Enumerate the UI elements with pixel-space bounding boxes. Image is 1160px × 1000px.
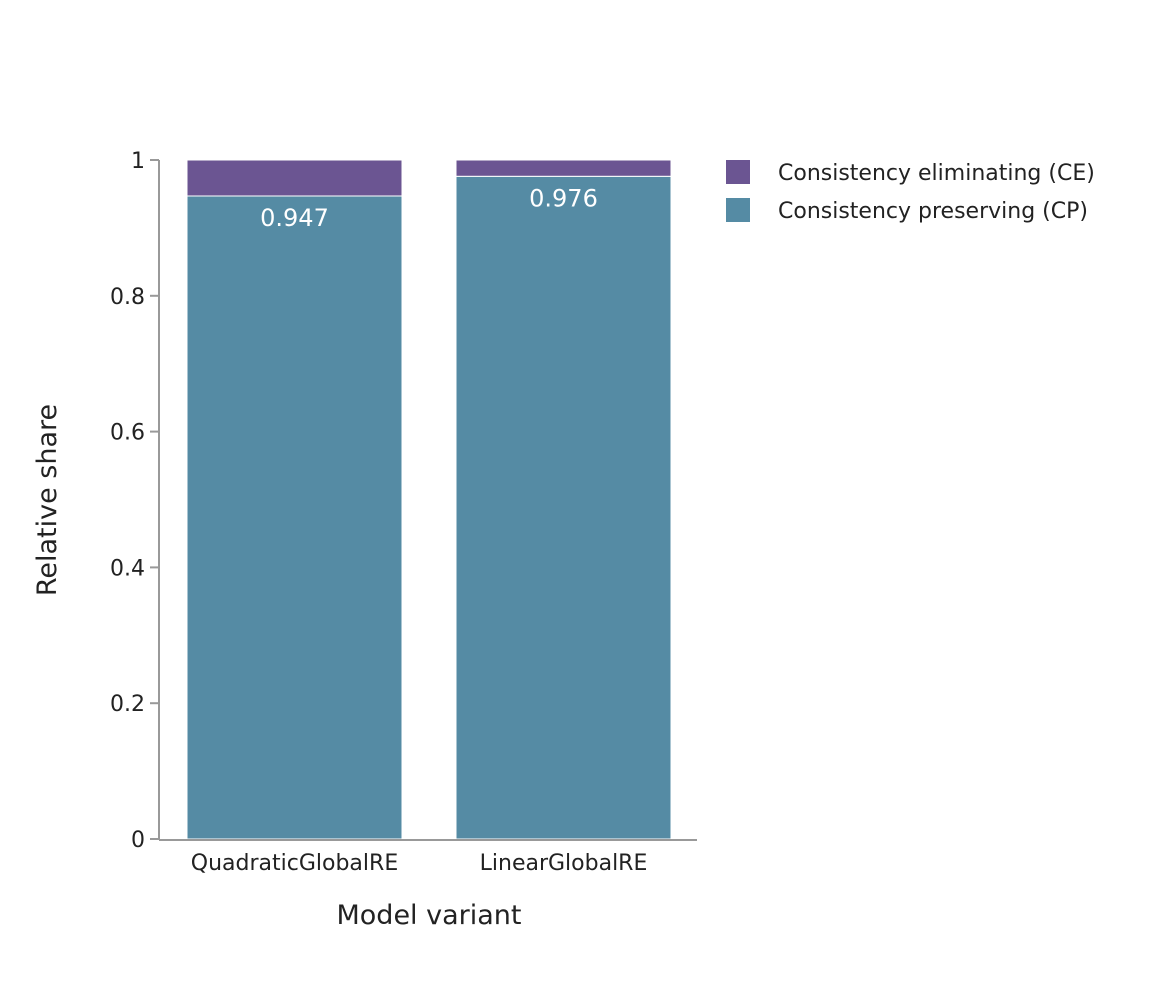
data-label-cp-QuadraticGlobalRE: 0.947: [260, 204, 329, 232]
y-tick-label: 1: [131, 149, 145, 174]
y-tick-label: 0.4: [110, 556, 145, 581]
legend-item-cp[interactable]: Consistency preserving (CP): [726, 198, 1088, 224]
data-label-cp-LinearGlobalRE: 0.976: [529, 184, 598, 212]
legend-item-ce[interactable]: Consistency eliminating (CE): [726, 160, 1095, 186]
bars-layer: [186, 159, 672, 840]
y-tick-label: 0: [131, 828, 145, 853]
bar-cp-QuadraticGlobalRE[interactable]: [186, 195, 403, 840]
data-labels-layer: 0.947 0.976: [260, 184, 598, 232]
x-tick-label: QuadraticGlobalRE: [191, 851, 398, 876]
legend-label-cp: Consistency preserving (CP): [778, 199, 1088, 224]
y-tick-label: 0.2: [110, 692, 145, 717]
bar-ce-LinearGlobalRE[interactable]: [455, 159, 672, 177]
legend-swatch-cp: [726, 198, 750, 222]
x-tick-label: LinearGlobalRE: [480, 851, 648, 876]
legend-label-ce: Consistency eliminating (CE): [778, 161, 1095, 186]
y-axis-title: Relative share: [32, 404, 63, 596]
y-tick-label: 0.8: [110, 285, 145, 310]
axes-layer: 0 0.2 0.4 0.6 0.8 1 QuadraticGlobalRE LinearGlo…: [110, 149, 697, 876]
y-tick-label: 0.6: [110, 421, 145, 446]
legend-swatch-ce: [726, 160, 750, 184]
x-axis-title: Model variant: [336, 900, 521, 931]
legend: Consistency eliminating (CE) Consistency…: [726, 160, 1095, 224]
bar-ce-QuadraticGlobalRE[interactable]: [186, 159, 403, 197]
bar-cp-LinearGlobalRE[interactable]: [455, 175, 672, 840]
